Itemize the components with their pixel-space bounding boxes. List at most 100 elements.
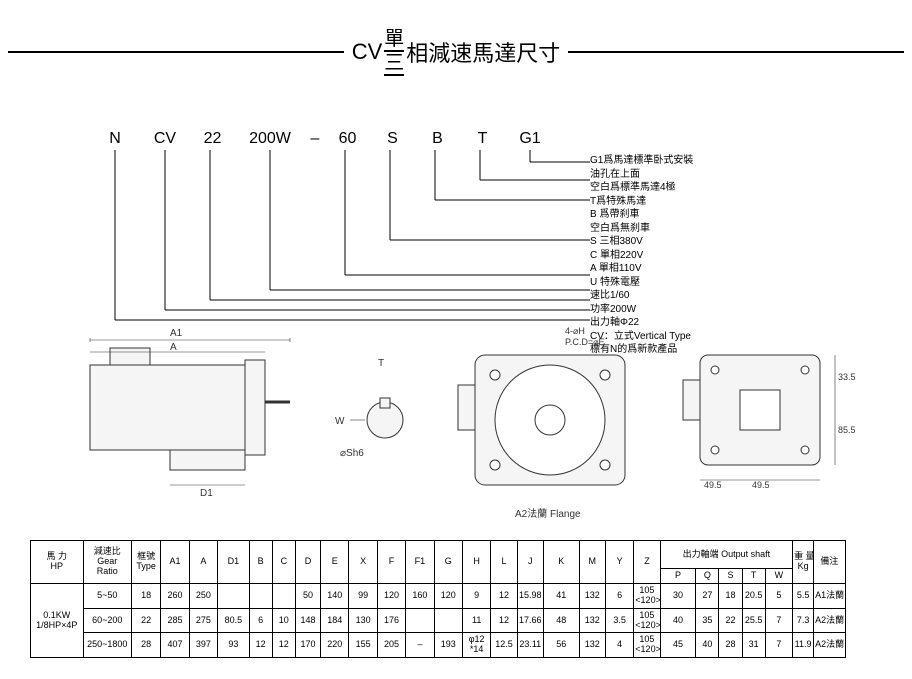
hdr-d: D: [295, 541, 320, 584]
cell: 132: [579, 608, 605, 633]
cell: 12: [491, 608, 517, 633]
cell: 397: [189, 633, 217, 658]
cell: [406, 608, 434, 633]
hdr-note: 備注: [814, 541, 846, 584]
hdr-t: T: [742, 569, 765, 584]
legend-line: 出力軸Φ22: [590, 316, 693, 330]
code-n: N: [90, 130, 140, 148]
cell: 11: [462, 608, 490, 633]
cell: 3.5: [605, 608, 633, 633]
cell: φ12 *14: [462, 633, 490, 658]
model-code-diagram: N CV 22 200W – 60 S B T G1: [90, 130, 890, 330]
bracket-lines: [90, 150, 600, 330]
cell: 105 <120>: [634, 583, 660, 608]
code-g1: G1: [505, 130, 555, 148]
label-w: W: [335, 416, 344, 427]
table-row: 250~180028407397931212170220155205–193φ1…: [31, 633, 890, 658]
code-cv: CV: [140, 130, 190, 148]
legend-line: 油孔在上面: [590, 168, 693, 182]
cell: 120: [377, 583, 405, 608]
cell: 30: [660, 583, 696, 608]
cell: 132: [579, 633, 605, 658]
cell: 285: [161, 608, 189, 633]
cell: 220: [321, 633, 349, 658]
label-d1: D1: [200, 488, 213, 499]
cell: 28: [719, 633, 742, 658]
cell: 260: [161, 583, 189, 608]
cell: A2法蘭: [814, 608, 846, 633]
hdr-g: G: [434, 541, 462, 584]
hdr-weight: 重 量 Kg: [793, 541, 814, 584]
cell: 11.9: [793, 633, 814, 658]
code-200w: 200W: [235, 130, 305, 148]
cell: 23.11: [517, 633, 543, 658]
cell: 7: [765, 633, 792, 658]
code-22: 22: [190, 130, 235, 148]
model-code-parts: N CV 22 200W – 60 S B T G1: [90, 130, 555, 148]
hdr-l: L: [491, 541, 517, 584]
cell: 25.5: [742, 608, 765, 633]
title-suffix: 相減速馬達尺寸: [406, 36, 560, 68]
hdr-q: Q: [696, 569, 719, 584]
cell: 93: [218, 633, 250, 658]
legend-line: 速比1/60: [590, 289, 693, 303]
label-sh6: ⌀Sh6: [340, 448, 364, 459]
cell: 407: [161, 633, 189, 658]
cell: 5: [765, 583, 792, 608]
hdr-b: B: [249, 541, 272, 584]
title-stack-bot: 三: [384, 52, 404, 74]
cell: 5~50: [83, 583, 131, 608]
cell: 10: [272, 608, 295, 633]
cell: [218, 583, 250, 608]
cell: 155: [349, 633, 377, 658]
model-legend: G1爲馬達標準卧式安裝 油孔在上面 空白爲標準馬達4極 T爲特殊馬達 B 爲帶刹…: [590, 154, 693, 357]
code-60: 60: [325, 130, 370, 148]
hdr-a1: A1: [161, 541, 189, 584]
legend-line: 空白爲無刹車: [590, 222, 693, 236]
label-pcd: 4-⌀H P.C.D=⌀E: [565, 326, 605, 348]
label-dim-335: 33.5: [838, 372, 856, 382]
cell: 6: [605, 583, 633, 608]
cell: 7: [765, 608, 792, 633]
cell: [249, 583, 272, 608]
hdr-w: W: [765, 569, 792, 584]
legend-line: 空白爲標準馬達4極: [590, 181, 693, 195]
cell: 99: [349, 583, 377, 608]
code-t: T: [460, 130, 505, 148]
cell: 22: [719, 608, 742, 633]
legend-line: S 三相380V: [590, 235, 693, 249]
cell: 50: [295, 583, 320, 608]
cell: 184: [321, 608, 349, 633]
cell: 12: [491, 583, 517, 608]
legend-line: B 爲帶刹車: [590, 208, 693, 222]
cell: 160: [406, 583, 434, 608]
cell: A1法蘭: [814, 583, 846, 608]
cell: 40: [660, 608, 696, 633]
cell: 193: [434, 633, 462, 658]
label-t: T: [378, 358, 384, 369]
legend-line: T爲特殊馬達: [590, 195, 693, 209]
title-stack-top: 單: [384, 28, 404, 52]
hdr-z: Z: [634, 541, 660, 584]
page-title: CV 單 三 相減速馬達尺寸: [352, 28, 561, 76]
cell: 275: [189, 608, 217, 633]
hdr-ratio: 減速比 Gear Ratio: [83, 541, 131, 584]
hdr-h: H: [462, 541, 490, 584]
hdr-f1: F1: [406, 541, 434, 584]
cell: 28: [131, 633, 160, 658]
diagram-side-view: [50, 330, 320, 510]
cell: 80.5: [218, 608, 250, 633]
cell: 45: [660, 633, 696, 658]
legend-line: G1爲馬達標準卧式安裝: [590, 154, 693, 168]
code-s: S: [370, 130, 415, 148]
cell: 205: [377, 633, 405, 658]
cell: 120: [434, 583, 462, 608]
code-b: B: [415, 130, 460, 148]
cell: 56: [543, 633, 579, 658]
hdr-m: M: [579, 541, 605, 584]
title-rule-left: [8, 51, 344, 53]
label-flange: A2法蘭 Flange: [515, 505, 581, 520]
cell: 5.5: [793, 583, 814, 608]
cell: 60~200: [83, 608, 131, 633]
title-fraction: 單 三: [384, 28, 404, 76]
